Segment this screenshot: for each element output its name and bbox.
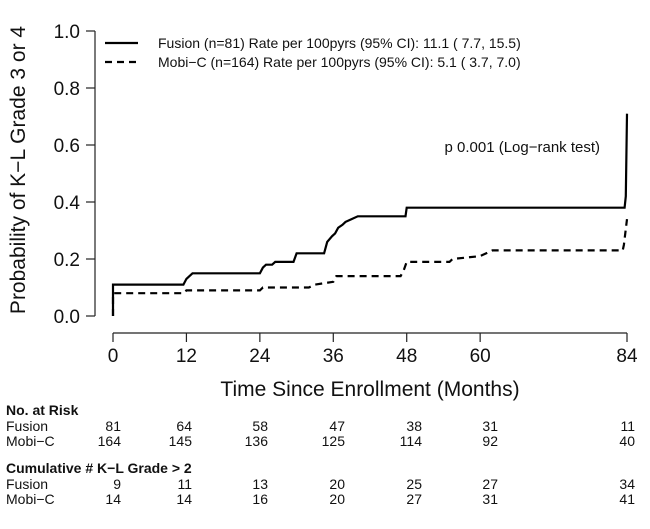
x-tick-label: 24 xyxy=(249,346,271,367)
table-cell: 20 xyxy=(329,491,345,507)
table-cell: 40 xyxy=(619,433,635,449)
table-cell: 31 xyxy=(482,418,498,434)
x-tick-label: 48 xyxy=(396,346,417,367)
legend-label-fusion: Fusion (n=81) Rate per 100pyrs (95% CI):… xyxy=(158,35,521,51)
table-cell: 11 xyxy=(620,418,635,434)
table-cell: 47 xyxy=(329,418,345,434)
table-cell: 25 xyxy=(406,476,422,492)
table-cell: 34 xyxy=(619,476,635,492)
table-cell: 64 xyxy=(176,418,192,434)
x-tick-label: 12 xyxy=(176,346,197,367)
table-cell: 9 xyxy=(113,476,121,492)
legend-label-mobic: Mobi−C (n=164) Rate per 100pyrs (95% CI)… xyxy=(158,54,521,70)
table-row-label: Fusion xyxy=(6,418,48,434)
curves xyxy=(111,113,629,316)
axes: 0.0 0.2 0.4 0.6 0.8 1.0 0 12 24 36 48 60 84 xyxy=(54,22,638,367)
table-cell: 27 xyxy=(482,476,498,492)
y-tick-label: 0.8 xyxy=(54,79,80,100)
table-cell: 13 xyxy=(252,476,268,492)
table-cell: 27 xyxy=(406,491,422,507)
table-cell: 14 xyxy=(176,491,192,507)
table-cell: 145 xyxy=(169,433,193,449)
table-cell: 41 xyxy=(619,491,635,507)
table-row-label: Fusion xyxy=(6,476,48,492)
table-cell: 38 xyxy=(406,418,422,434)
series-fusion-line xyxy=(111,113,629,316)
x-tick-label: 84 xyxy=(616,346,638,367)
x-tick-label: 60 xyxy=(470,346,491,367)
table-cell: 136 xyxy=(245,433,269,449)
legend: Fusion (n=81) Rate per 100pyrs (95% CI):… xyxy=(105,35,521,70)
y-axis-title: Probability of K−L Grade 3 or 4 xyxy=(7,26,30,314)
y-tick-label: 0.6 xyxy=(54,136,80,157)
x-tick-label: 36 xyxy=(323,346,344,367)
cumulative-table-header: Cumulative # K−L Grade > 2 xyxy=(6,460,192,476)
y-tick-label: 0.4 xyxy=(54,193,81,214)
table-cell: 16 xyxy=(252,491,268,507)
series-mobic-line xyxy=(111,218,629,316)
table-cell: 11 xyxy=(177,476,192,492)
risk-table-header: No. at Risk xyxy=(6,402,79,418)
y-tick-label: 1.0 xyxy=(54,22,80,43)
table-cell: 92 xyxy=(482,433,498,449)
table-cell: 114 xyxy=(400,433,423,449)
y-tick-label: 0.2 xyxy=(54,250,80,271)
table-cell: 58 xyxy=(252,418,268,434)
table-cell: 20 xyxy=(329,476,345,492)
table-cell: 14 xyxy=(105,491,121,507)
y-tick-label: 0.0 xyxy=(54,307,80,328)
table-cell: 164 xyxy=(98,433,122,449)
x-tick-label: 0 xyxy=(108,346,119,367)
table-cell: 81 xyxy=(105,418,121,434)
table-row-label: Mobi−C xyxy=(6,433,55,449)
table-cell: 125 xyxy=(322,433,346,449)
x-axis-title: Time Since Enrollment (Months) xyxy=(220,378,519,401)
annotation-logrank: p 0.001 (Log−rank test) xyxy=(444,139,600,156)
table-row-label: Mobi−C xyxy=(6,491,55,507)
table-cell: 31 xyxy=(482,491,498,507)
